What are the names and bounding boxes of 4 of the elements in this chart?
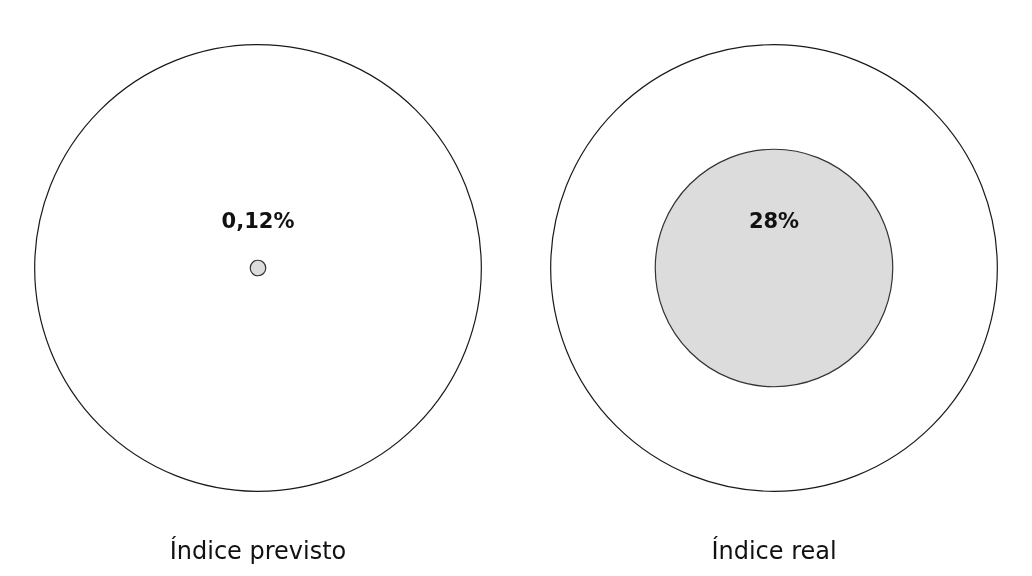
data-label: 0,12% [221, 209, 295, 233]
category-label: Índice real [711, 536, 837, 565]
category-label: Índice previsto [169, 536, 347, 565]
data-label: 28% [748, 209, 800, 233]
